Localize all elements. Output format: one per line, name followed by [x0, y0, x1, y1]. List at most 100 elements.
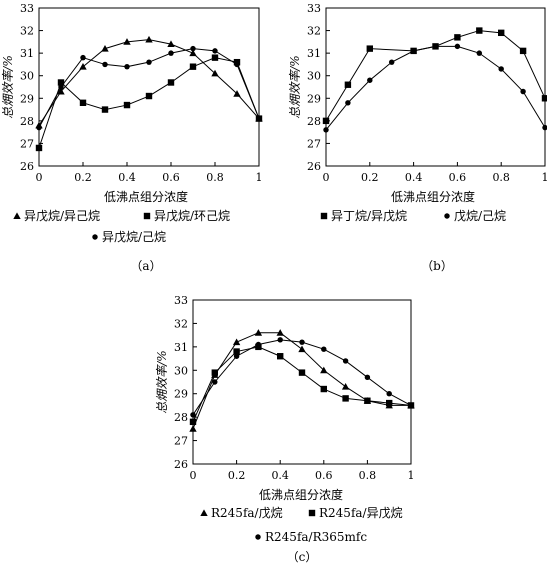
data-point — [145, 35, 153, 43]
series-circle — [190, 337, 414, 418]
legend-item: R245fa/异戊烷 — [308, 506, 403, 520]
data-point — [189, 63, 197, 70]
data-point — [298, 345, 306, 353]
x-tick-label: 1 — [256, 171, 263, 184]
data-point — [345, 100, 351, 106]
data-point — [342, 395, 349, 402]
data-point — [190, 45, 196, 52]
legend-label: 戊烷/己烷 — [454, 209, 506, 223]
chart-panel-1: 26 27 28 29 30 31 32 33 0 0.2 0.4 0.6 0.8 1 低沸点组分浓度 总㶲效… — [1, 2, 263, 273]
legend-marker — [308, 509, 316, 517]
legend-label: 异戊烷/己烷 — [102, 230, 166, 244]
legend-item: R245fa/戊烷 — [200, 506, 283, 520]
data-point — [79, 63, 87, 70]
x-tick-label: 0.6 — [315, 469, 333, 482]
x-tick-label: 1 — [542, 171, 547, 184]
panel-label: （c） — [287, 550, 318, 564]
data-point — [367, 77, 373, 83]
data-point — [476, 27, 483, 34]
y-tick-label: 27 — [174, 435, 188, 448]
data-point — [146, 59, 152, 65]
legend-label: R245fa/R365mfc — [265, 530, 367, 544]
data-point — [212, 379, 218, 385]
y-tick-label: 29 — [174, 388, 188, 401]
x-tick-label: 0 — [36, 171, 43, 184]
data-point — [255, 341, 262, 348]
data-point — [233, 90, 241, 97]
data-point — [364, 374, 371, 381]
plot-frame — [38, 7, 260, 167]
x-tick-label: 0.4 — [271, 469, 289, 482]
data-point — [79, 99, 87, 106]
data-point — [189, 49, 197, 57]
x-tick-label: 0.2 — [361, 171, 379, 184]
data-point — [233, 348, 240, 355]
data-point — [80, 54, 86, 61]
data-point — [167, 40, 175, 48]
legend-item: 异戊烷/环己烷 — [143, 209, 230, 223]
plot-frame — [192, 299, 412, 465]
legend-marker — [320, 212, 328, 220]
legend-label: 异戊烷/环己烷 — [154, 209, 230, 223]
data-point — [341, 383, 350, 390]
data-point — [276, 329, 284, 336]
data-point — [408, 402, 414, 409]
legend-label: R245fa/异戊烷 — [319, 506, 403, 520]
x-tick-label: 0.8 — [206, 171, 224, 184]
data-point — [189, 418, 197, 426]
y-tick-label: 29 — [307, 92, 321, 105]
y-tick-label: 30 — [174, 364, 188, 377]
y-tick-label: 28 — [20, 115, 34, 128]
chart-panel-2: 26 27 28 29 30 31 32 33 0 0.2 0.4 0.6 0.8 1 低沸点组分浓度 总㶲效… — [288, 2, 547, 273]
data-point — [498, 29, 505, 37]
legend-item: 戊烷/己烷 — [444, 209, 506, 223]
data-point — [168, 50, 174, 56]
y-tick-label: 27 — [20, 137, 34, 150]
legend-marker — [13, 212, 21, 219]
x-tick-label: 0.8 — [492, 171, 510, 184]
data-point — [101, 106, 109, 113]
x-tick-label: 0.6 — [162, 171, 180, 184]
x-tick-label: 0.6 — [449, 171, 467, 184]
x-tick-label: 0.4 — [118, 171, 136, 184]
data-point — [211, 54, 219, 61]
series-line — [325, 45, 546, 131]
data-point — [36, 124, 42, 131]
y-tick-label: 33 — [307, 2, 321, 15]
data-point — [476, 50, 483, 56]
legend-label: 异戊烷/异己烷 — [24, 209, 100, 223]
y-tick-label: 32 — [307, 25, 321, 38]
series-square — [322, 27, 547, 125]
series-square — [35, 54, 263, 152]
series-circle — [36, 45, 262, 131]
data-point — [212, 48, 218, 54]
data-point — [254, 329, 263, 336]
data-point — [167, 79, 175, 86]
data-point — [498, 66, 504, 72]
data-point — [298, 369, 306, 376]
data-point — [277, 337, 283, 343]
panel-label: （b） — [421, 259, 453, 273]
chart-panel-3: 26 27 28 29 30 31 32 33 0 0.2 0.4 0.6 0.8 1 低沸点组分浓度 总㶲效… — [155, 294, 415, 564]
legend-item: 异丁烷/异戊烷 — [320, 209, 407, 223]
data-point — [124, 63, 130, 70]
data-point — [519, 47, 527, 55]
data-point — [454, 43, 461, 50]
y-tick-label: 33 — [20, 2, 34, 15]
data-point — [233, 353, 240, 359]
data-point — [123, 101, 131, 109]
y-tick-label: 26 — [20, 160, 34, 173]
y-tick-label: 31 — [174, 341, 188, 354]
data-point — [232, 338, 241, 346]
series-circle — [323, 43, 547, 133]
plot-frame — [325, 7, 546, 167]
data-point — [520, 88, 526, 95]
data-point — [322, 117, 330, 125]
data-point — [277, 353, 284, 360]
y-tick-label: 32 — [20, 25, 34, 38]
legend-marker — [200, 509, 208, 516]
y-tick-label: 29 — [20, 92, 34, 105]
y-axis-title: 总㶲效率/% — [288, 55, 302, 118]
y-tick-label: 31 — [20, 47, 34, 60]
